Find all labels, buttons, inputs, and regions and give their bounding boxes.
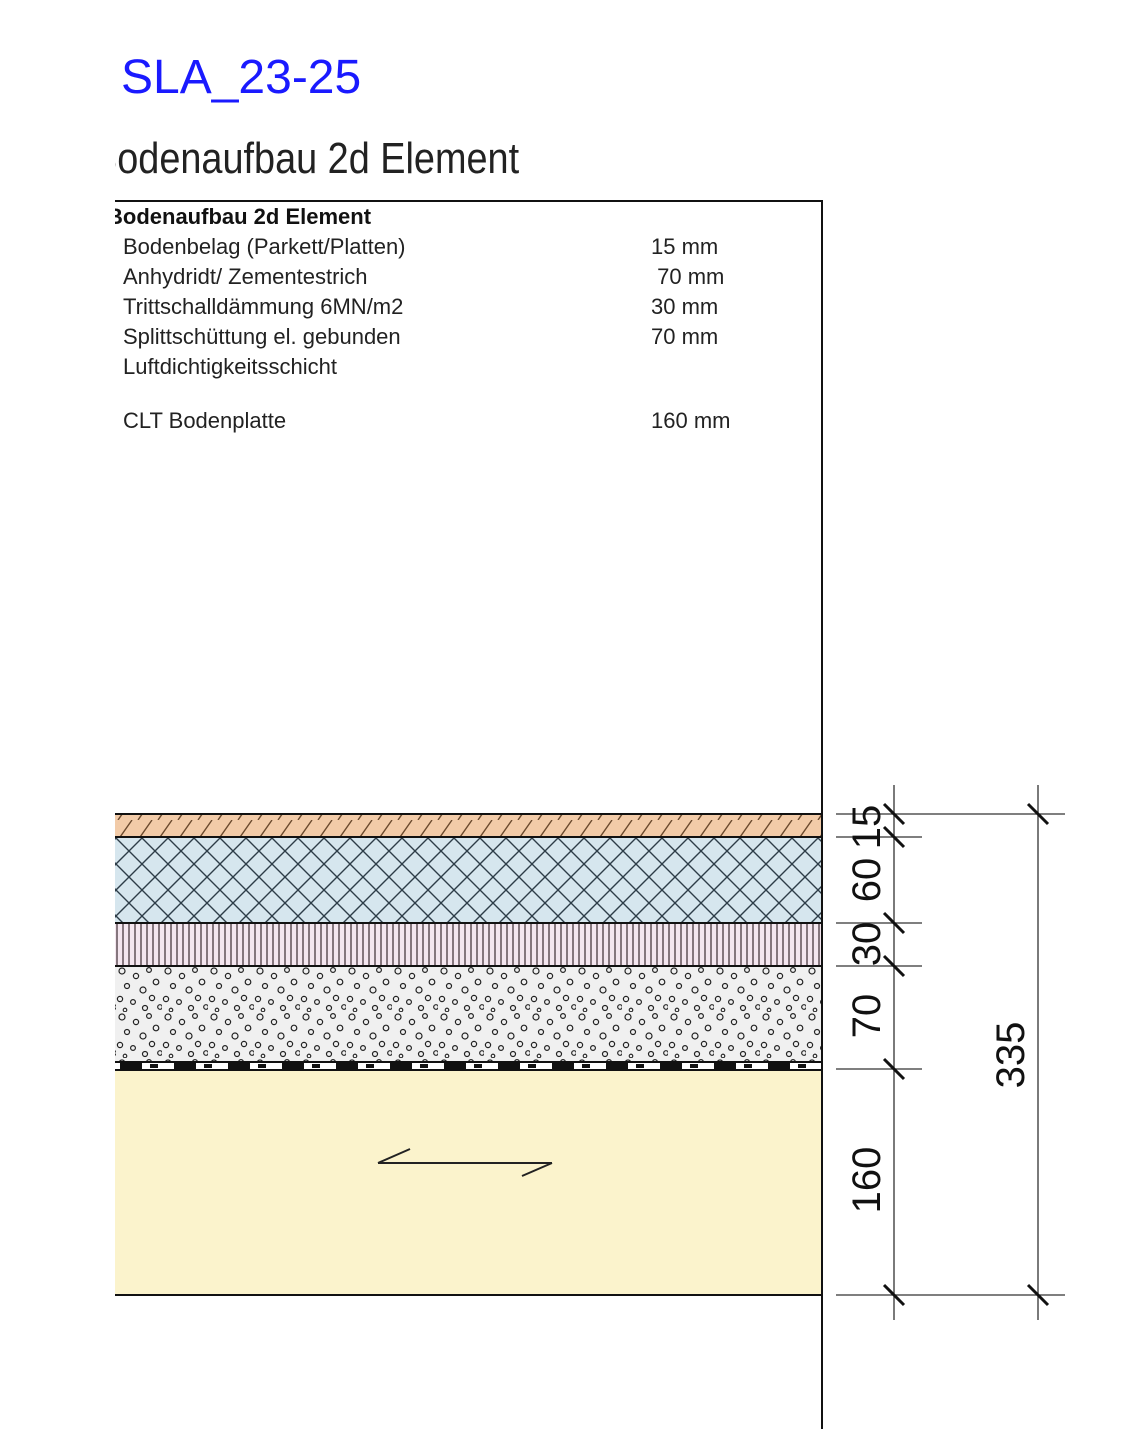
layer-clt bbox=[115, 1070, 823, 1294]
layer-luftdicht bbox=[115, 1062, 823, 1070]
layer-thickness-trittschall: 30 mm bbox=[651, 294, 719, 319]
layer-thickness-splitt: 70 mm bbox=[651, 324, 719, 349]
layer-name-bodenbelag: Bodenbelag (Parkett/Platten) bbox=[123, 234, 406, 259]
crop-edge bbox=[0, 0, 115, 1429]
layer-table: Bodenaufbau 2d Element Bodenbelag (Parke… bbox=[107, 200, 823, 1302]
layer-thickness-clt: 160 mm bbox=[651, 408, 731, 433]
dim-label-160: 160 bbox=[845, 1147, 889, 1214]
table-title: Bodenaufbau 2d Element bbox=[107, 204, 372, 229]
layer-name-clt: CLT Bodenplatte bbox=[123, 408, 287, 433]
layer-name-splitt: Splittschüttung el. gebunden bbox=[123, 324, 401, 349]
dim-label-total: 335 bbox=[989, 1022, 1033, 1089]
layer-name-trittschall: Trittschalldämmung 6MN/m2 bbox=[123, 294, 404, 319]
document-code: SLA_23-25 bbox=[121, 51, 362, 104]
layer-thickness-bodenbelag: 15 mm bbox=[651, 234, 719, 259]
dim-label-70: 70 bbox=[845, 994, 889, 1039]
dim-label-30: 30 bbox=[845, 922, 889, 967]
dim-label-60: 60 bbox=[845, 858, 889, 903]
grain-direction-arrow bbox=[377, 1148, 553, 1177]
layer-name-estrich: Anhydridt/ Zementestrich bbox=[123, 264, 368, 289]
layer-thickness-estrich: 70 mm bbox=[651, 264, 725, 289]
frame-border bbox=[821, 1295, 823, 1429]
dim-label-15: 15 bbox=[845, 805, 889, 850]
dimension-chain bbox=[836, 785, 1065, 1320]
section-heading: Bodenaufbau 2d Element bbox=[92, 134, 520, 183]
layer-name-luftdicht: Luftdichtigkeitsschicht bbox=[123, 354, 337, 379]
